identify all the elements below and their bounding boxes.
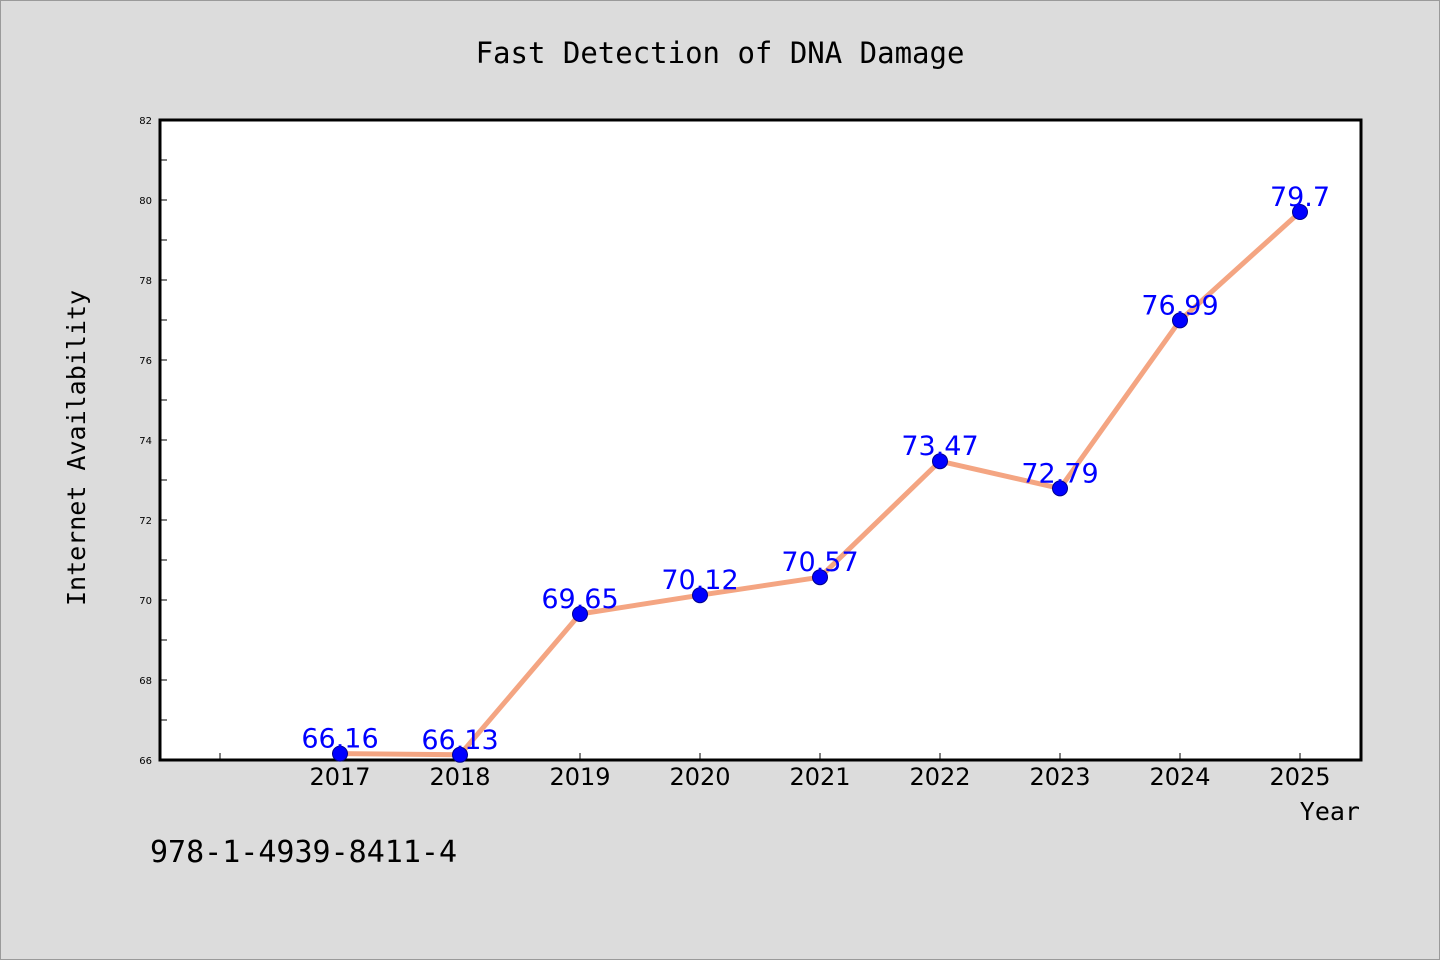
x-tick-label: 2023	[1029, 763, 1090, 791]
x-tick-label: 2022	[909, 763, 970, 791]
y-tick-label: 74	[139, 436, 152, 447]
x-tick-label: 2025	[1269, 763, 1330, 791]
data-point	[1052, 480, 1068, 497]
data-point	[1292, 204, 1308, 220]
data-point	[932, 453, 948, 470]
x-tick-label: 2020	[669, 763, 730, 791]
data-label: 70.57	[781, 547, 858, 578]
y-tick-label: 80	[139, 196, 152, 207]
x-tick-label: 2024	[1149, 763, 1210, 791]
data-label: 66.13	[421, 725, 498, 756]
data-labels: 66.16 66.13 69.65 70.12 70.57 73.47 72.79 76.99…	[301, 182, 1330, 756]
y-axis-ticks: 66 68 70 72 74 76 78 80 82	[139, 116, 167, 767]
data-label: 72.79	[1021, 458, 1098, 489]
y-tick-label: 72	[139, 516, 152, 527]
y-tick-label: 82	[139, 116, 152, 127]
y-axis-label: Internet Availability	[62, 290, 91, 606]
isbn-text: 978-1-4939-8411-4	[150, 835, 458, 870]
x-tick-label: 2021	[789, 763, 850, 791]
y-tick-label: 68	[139, 676, 152, 687]
y-tick-label: 78	[139, 276, 152, 287]
data-label: 79.7	[1270, 182, 1330, 213]
plot-area	[158, 118, 1363, 762]
data-point	[812, 569, 828, 586]
y-tick-label: 76	[139, 356, 152, 367]
y-tick-label: 66	[139, 756, 152, 767]
data-point	[572, 606, 588, 622]
data-label: 70.12	[661, 565, 738, 596]
series-markers	[332, 204, 1308, 763]
chart-title: Fast Detection of DNA Damage	[476, 36, 965, 70]
data-label: 76.99	[1141, 290, 1218, 321]
x-axis-ticks: 2017 2018 2019 2020 2021 2022 2023 2024 2025	[219, 753, 1331, 791]
data-point	[692, 587, 708, 604]
data-point	[452, 746, 468, 763]
y-tick-label: 70	[139, 596, 152, 607]
x-axis-label: Year	[1300, 797, 1360, 826]
x-tick-label: 2017	[309, 763, 370, 791]
data-label: 69.65	[541, 584, 618, 615]
x-tick-label: 2019	[549, 763, 610, 791]
x-tick-label: 2018	[429, 763, 490, 791]
data-label: 66.16	[301, 724, 378, 755]
data-point	[332, 745, 348, 762]
data-label: 73.47	[901, 431, 978, 462]
data-point	[1172, 312, 1188, 329]
